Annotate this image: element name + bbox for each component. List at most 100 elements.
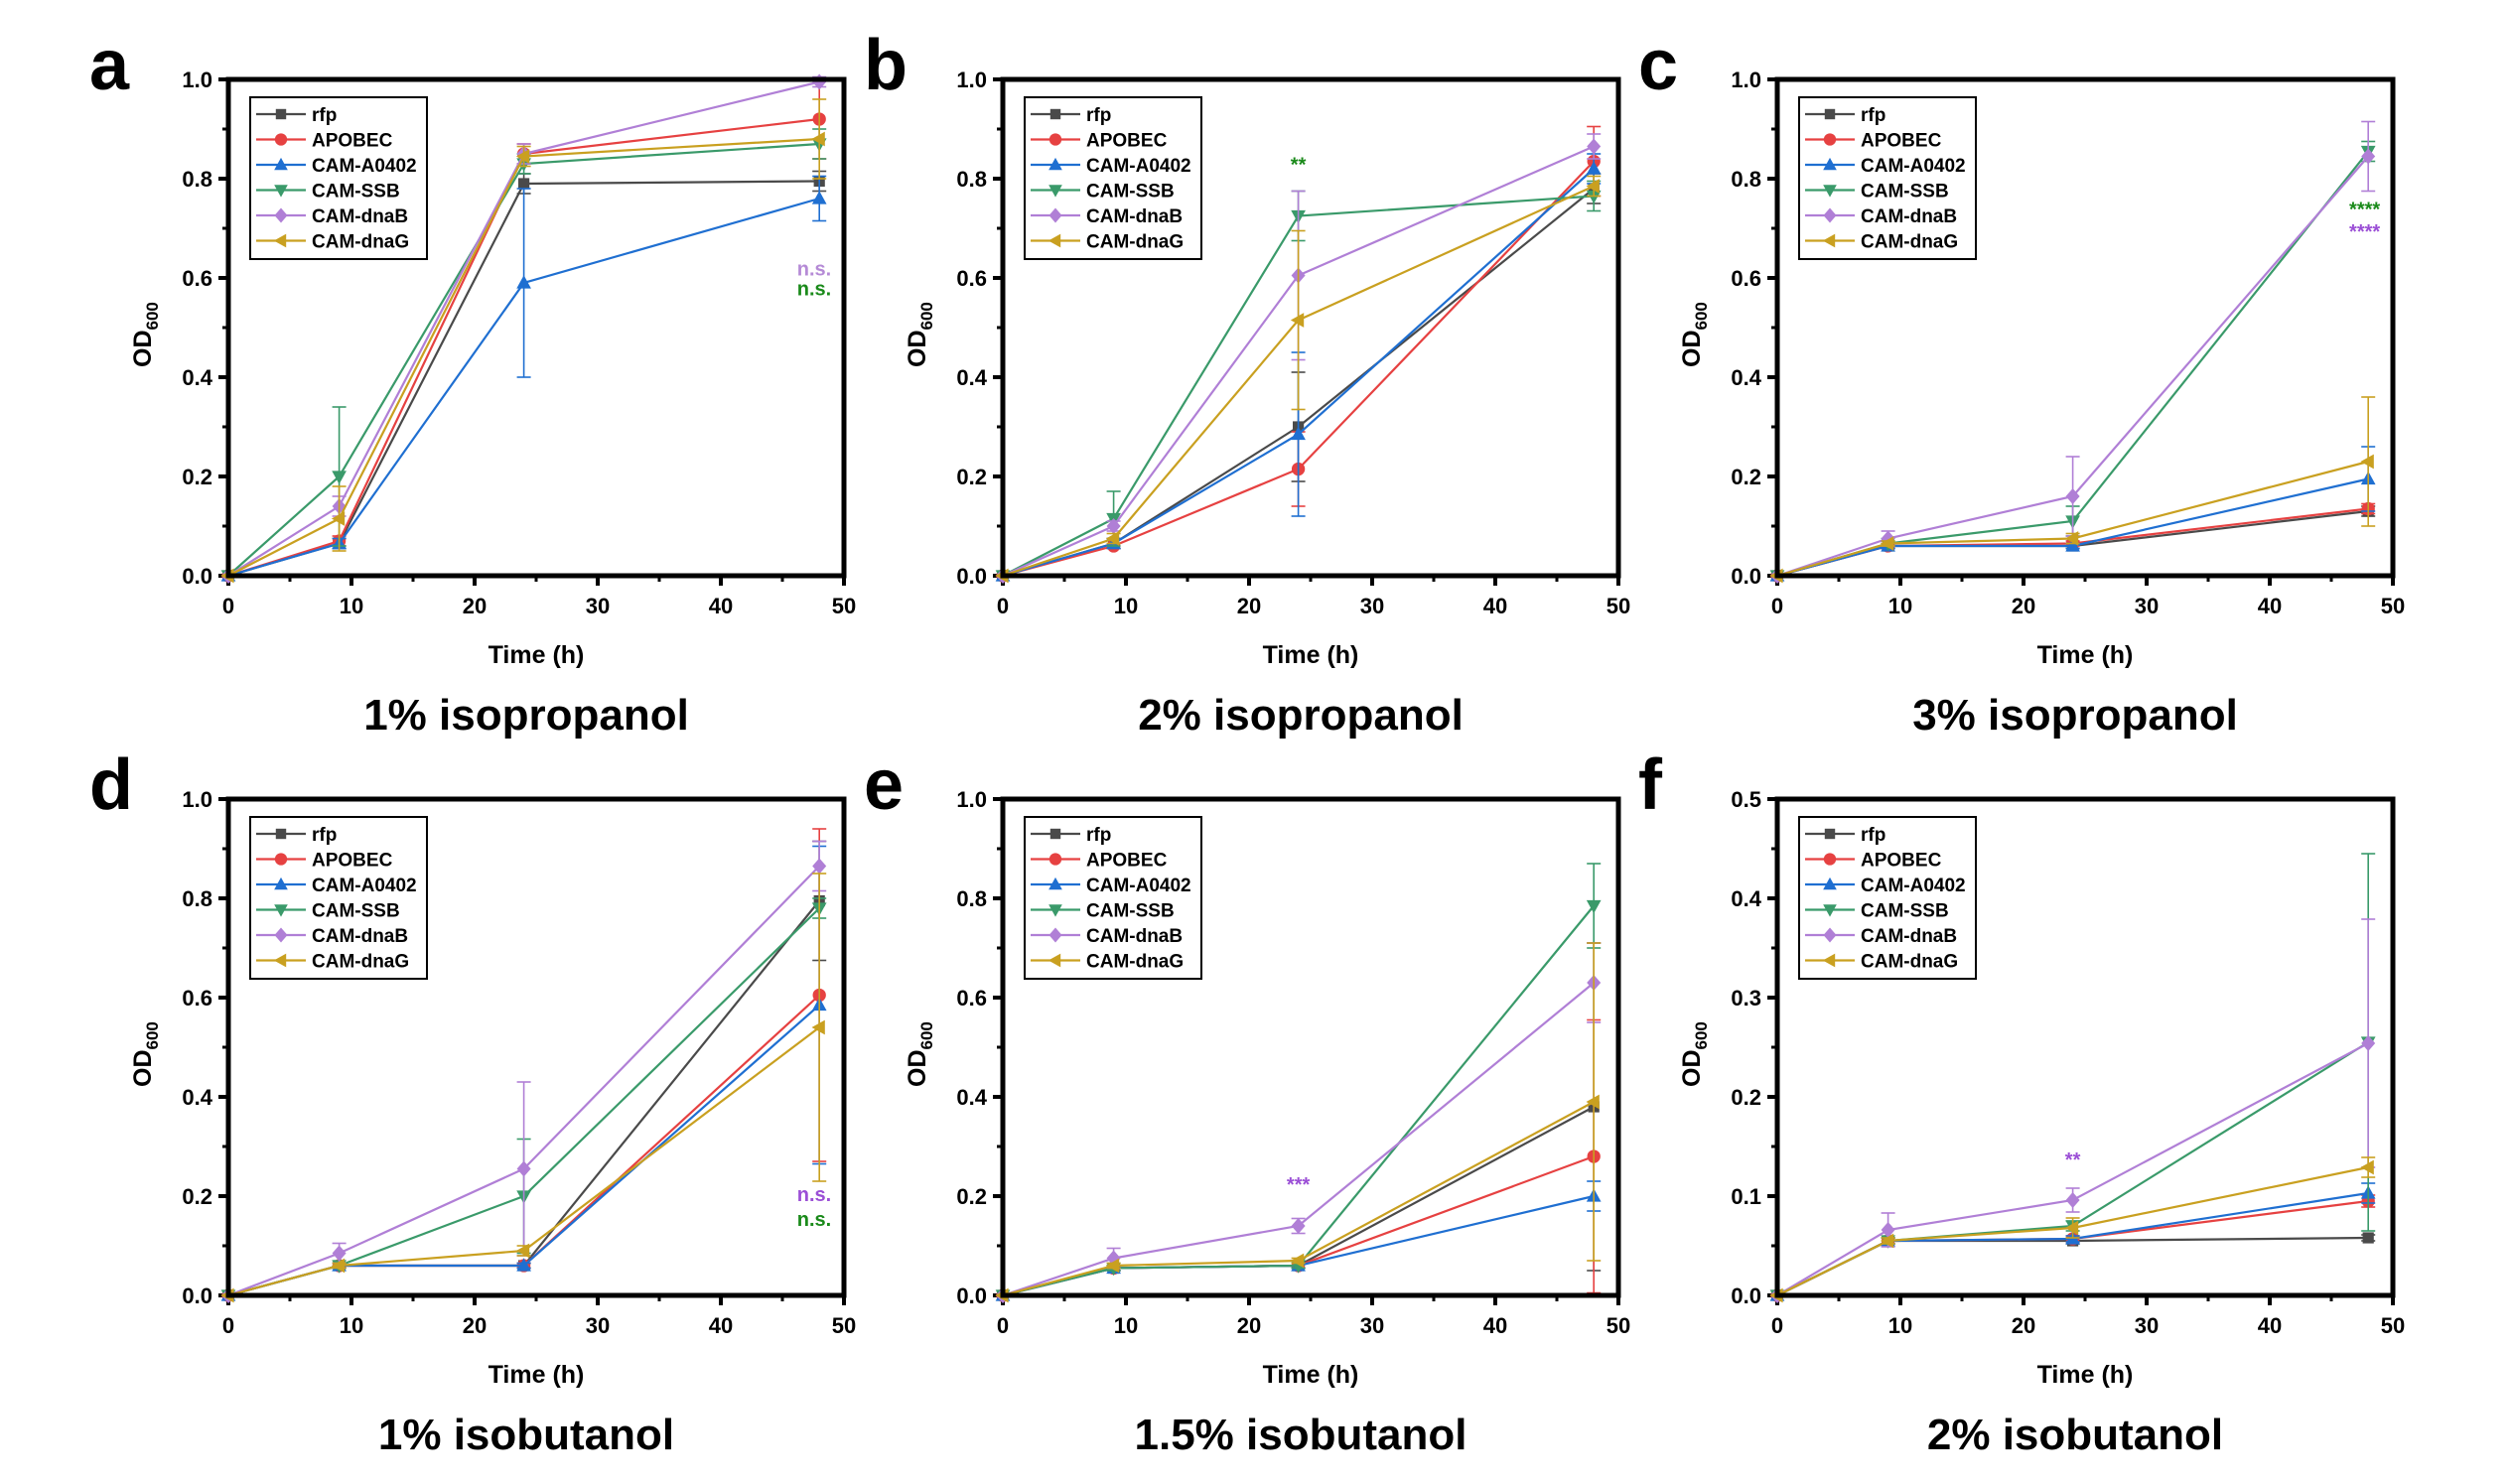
panel-letter: e: [864, 745, 904, 825]
data-point: [332, 1245, 347, 1262]
y-tick-label: 0.6: [956, 266, 987, 291]
significance-label: **: [2065, 1149, 2081, 1171]
legend-item: CAM-dnaG: [256, 232, 409, 253]
legend-item: APOBEC: [1805, 131, 1942, 152]
legend-marker-triangle-down-icon: [1823, 904, 1837, 917]
legend-marker-diamond-icon: [274, 207, 288, 223]
panel-subtitle: 1% isobutanol: [378, 1411, 674, 1459]
legend-item: CAM-dnaB: [256, 206, 408, 227]
data-point: [1105, 1258, 1120, 1274]
legend-marker-square-icon: [1824, 108, 1836, 120]
x-tick-label: 10: [1888, 1313, 1912, 1338]
panel-letter: b: [864, 26, 908, 105]
y-tick-label: 0.0: [1731, 564, 1761, 589]
legend-item: CAM-dnaB: [1805, 206, 1957, 227]
legend-marker-triangle-up-icon: [1823, 877, 1837, 890]
series-cam-dnag: [220, 873, 827, 1303]
series-cam-dnag: [995, 942, 1602, 1303]
y-tick-label: 0.1: [1731, 1184, 1761, 1209]
y-axis-title-sub: 600: [917, 302, 936, 330]
legend: rfp APOBEC CAM-A0402 CAM-SSB CAM-dnaB CAM-dna…: [1024, 96, 1202, 260]
data-point: [332, 471, 347, 484]
chart-panel-a: a 0.0 0.2 0.4 0.6 0.8 1.0 0 10 20 30 40 50 Time (h) OD…: [89, 26, 856, 740]
plot-frame: [225, 76, 847, 579]
legend-box: [249, 96, 428, 260]
legend-marker-square-icon: [1824, 828, 1836, 840]
y-tick-label: 0.3: [1731, 986, 1761, 1011]
legend-label: CAM-dnaB: [1086, 926, 1183, 947]
data-point: [2064, 531, 2079, 546]
x-tick-label: 0: [997, 1313, 1009, 1338]
series-cam-dnab: [996, 942, 1602, 1304]
data-point: [516, 275, 531, 289]
axes: 0.0 0.1 0.2 0.3 0.4 0.5 0 10 20 30 40 50 Time (h) OD6…: [1678, 787, 2405, 1389]
legend-label: CAM-dnaB: [1861, 206, 1957, 227]
significance-label: n.s.: [797, 1209, 831, 1231]
series-line: [227, 197, 820, 578]
x-tick-label: 40: [2258, 1313, 2282, 1338]
data-point: [516, 1258, 531, 1272]
chart-panel-e: e 0.0 0.2 0.4 0.6 0.8 1.0 0 10 20 30 40 50 Time (h) OD…: [864, 745, 1630, 1459]
series-line: [227, 80, 820, 577]
x-tick-label: 30: [2135, 1313, 2159, 1338]
panel-subtitle: 3% isopropanol: [1912, 691, 2238, 740]
panel-f: f 0.0 0.1 0.2 0.3 0.4 0.5 0 10 20 30 40 50 Time (h) OD…: [1638, 745, 2433, 1484]
data-point: [2065, 487, 2080, 505]
legend-marker-circle-icon: [1048, 853, 1062, 866]
y-axis-title: OD600: [1678, 302, 1711, 367]
data-point: [516, 1160, 531, 1177]
legend-item: rfp: [1031, 825, 1111, 846]
axes: 0.0 0.2 0.4 0.6 0.8 1.0 0 10 20 30 40 50 Time (h) OD6…: [904, 67, 1630, 669]
legend-item: CAM-SSB: [256, 901, 400, 922]
plot-area: [995, 125, 1602, 585]
y-tick-label: 0.6: [182, 266, 212, 291]
y-tick-label: 0.8: [956, 167, 987, 192]
y-axis-title: OD600: [1678, 1021, 1711, 1087]
legend-label: CAM-dnaG: [1861, 232, 1958, 253]
legend-label: CAM-dnaG: [1086, 952, 1184, 973]
legend-marker-triangle-down-icon: [1048, 904, 1062, 917]
legend-marker-diamond-icon: [274, 927, 288, 943]
axes: 0.0 0.2 0.4 0.6 0.8 1.0 0 10 20 30 40 50 Time (h) OD6…: [1678, 67, 2405, 669]
data-point: [811, 1019, 825, 1035]
axes: 0.0 0.2 0.4 0.6 0.8 1.0 0 10 20 30 40 50 Time (h) OD6…: [904, 787, 1630, 1389]
legend-label: CAM-A0402: [312, 876, 417, 896]
series-line: [1776, 1199, 2369, 1296]
legend-marker-diamond-icon: [1823, 927, 1837, 943]
x-tick-label: 50: [1606, 594, 1630, 618]
data-point: [1587, 138, 1602, 155]
legend: rfp APOBEC CAM-A0402 CAM-SSB CAM-dnaB CAM-dna…: [1798, 816, 1977, 980]
legend-marker-triangle-up-icon: [1048, 877, 1062, 890]
legend-marker-square-icon: [1049, 108, 1061, 120]
legend-marker-triangle-up-icon: [274, 877, 288, 890]
x-tick-label: 30: [1360, 1313, 1384, 1338]
y-tick-label: 0.0: [1731, 1283, 1761, 1308]
legend-item: CAM-dnaB: [1805, 926, 1957, 947]
legend-item: CAM-A0402: [1805, 876, 1966, 896]
legend-item: rfp: [256, 825, 337, 846]
y-tick-label: 1.0: [1731, 67, 1761, 92]
legend-marker-triangle-down-icon: [274, 185, 288, 198]
y-tick-label: 0.8: [182, 886, 212, 911]
y-tick-label: 0.5: [1731, 787, 1761, 812]
legend-label: CAM-SSB: [1086, 182, 1175, 202]
series-cam-dnag: [1769, 396, 2376, 584]
legend-item: CAM-dnaG: [1031, 952, 1184, 973]
series-line: [227, 137, 820, 577]
data-point: [515, 1243, 530, 1259]
legend-label: CAM-A0402: [312, 156, 417, 177]
legend-marker-diamond-icon: [1823, 207, 1837, 223]
series-line: [227, 1026, 820, 1297]
series-rfp: [997, 942, 1602, 1301]
y-axis-title-sub: 600: [143, 302, 162, 330]
significance-label: **: [1291, 155, 1307, 177]
x-axis-title: Time (h): [2037, 641, 2134, 669]
y-tick-label: 0.6: [1731, 266, 1761, 291]
data-point: [2360, 1159, 2374, 1175]
data-point: [2360, 454, 2374, 470]
y-tick-label: 1.0: [956, 787, 987, 812]
legend-box: [1024, 816, 1202, 980]
y-axis-title-sub: 600: [1692, 302, 1711, 330]
series-line: [227, 142, 820, 577]
x-tick-label: 0: [1771, 594, 1783, 618]
